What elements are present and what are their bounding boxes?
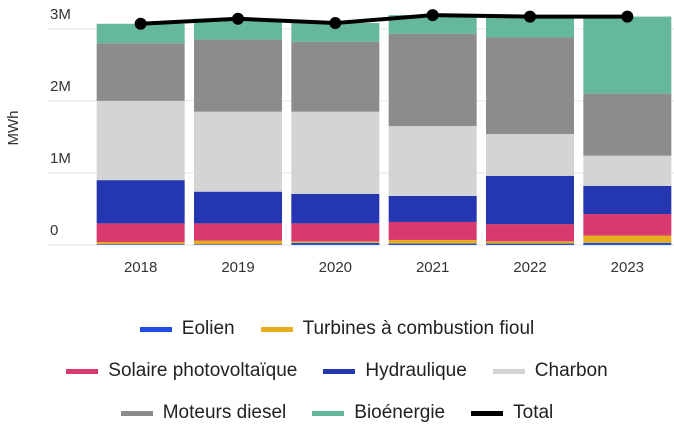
legend-label: Total: [513, 402, 554, 423]
bar-segment: [583, 155, 672, 186]
x-tick-label: 2022: [513, 259, 546, 276]
line-point: [232, 12, 244, 25]
legend-item[interactable]: Turbines à combustion fioul: [260, 318, 535, 340]
bar-segment: [194, 111, 282, 192]
legend-item[interactable]: Bioénergie: [312, 402, 445, 424]
bar-segment: [291, 242, 380, 245]
x-tick-label: 2021: [416, 259, 449, 276]
bar-segment: [96, 242, 185, 245]
x-tick-label: 2018: [124, 259, 157, 276]
bar-segment: [486, 241, 574, 244]
legend-swatch: [120, 410, 153, 416]
bar-segment: [388, 243, 477, 245]
bar-segment: [583, 235, 672, 243]
line-point: [621, 10, 634, 23]
legend-swatch: [492, 368, 525, 374]
bar-segment: [388, 239, 477, 244]
bar-segment: [291, 241, 380, 243]
bar-segment: [388, 126, 477, 196]
bar-segment: [486, 16, 574, 38]
legend-item[interactable]: Total: [471, 402, 553, 424]
y-tick-label: 3M: [50, 6, 71, 23]
bar-segment: [388, 196, 477, 222]
chart: MWh 0 1M 2M 3M 2018 2019 2020 2021 2022 2023: [5, 6, 674, 276]
bar-segment: [388, 221, 477, 240]
legend-swatch: [139, 326, 172, 332]
bar-segment: [486, 243, 574, 245]
bar-segment: [583, 185, 672, 215]
bar-segment: [194, 18, 282, 40]
bar-segment: [486, 37, 574, 135]
x-tick-label: 2023: [611, 259, 644, 276]
bar-segment: [96, 244, 185, 245]
legend-label: Hydraulique: [365, 360, 467, 381]
y-axis-label: MWh: [5, 111, 22, 146]
legend-swatch: [323, 368, 356, 374]
line-point: [134, 17, 147, 30]
bar-segment: [583, 93, 672, 156]
legend-item[interactable]: Charbon: [492, 360, 608, 382]
legend-row: Moteurs diesel Bioénergie Total: [0, 392, 674, 434]
bar-segment: [291, 193, 380, 224]
legend-item[interactable]: Hydraulique: [323, 360, 467, 382]
legend: Eolien Turbines à combustion fioul Solaire…: [0, 308, 674, 434]
bar-segment: [291, 111, 380, 194]
bar-segment: [194, 39, 282, 112]
legend-label: Eolien: [181, 318, 235, 339]
bar-segment: [96, 100, 185, 181]
legend-item[interactable]: Eolien: [139, 318, 235, 340]
y-tick-label: 2M: [50, 78, 71, 95]
bar-segment: [486, 175, 574, 225]
y-tick-label: 1M: [50, 150, 71, 167]
line-point: [329, 17, 342, 30]
legend-label: Moteurs diesel: [162, 402, 287, 423]
legend-item[interactable]: Moteurs diesel: [120, 402, 287, 424]
y-tick-label: 0: [50, 222, 58, 239]
bar-segment: [583, 16, 672, 94]
line: [140, 13, 628, 26]
bar-segment: [96, 23, 185, 44]
bar-segment: [583, 214, 672, 236]
bar-segment: [96, 223, 185, 243]
legend-row: Eolien Turbines à combustion fioul: [0, 308, 674, 350]
bar-segment: [291, 223, 380, 242]
bar-segment: [388, 33, 477, 127]
legend-label: Charbon: [534, 360, 608, 381]
bar-segment: [291, 23, 380, 42]
legend-label: Solaire photovoltaïque: [108, 360, 298, 381]
legend-swatch: [312, 410, 345, 416]
legend-item[interactable]: Solaire photovoltaïque: [66, 360, 297, 382]
legend-swatch: [66, 368, 99, 374]
legend-label: Bioénergie: [354, 402, 446, 423]
bar-segment: [194, 240, 282, 245]
bar-segment: [96, 43, 185, 101]
bar-segment: [388, 15, 477, 34]
bar-segment: [96, 180, 185, 224]
x-tick-label: 2020: [319, 259, 352, 276]
bar-segment: [291, 41, 380, 112]
bar-segment: [194, 191, 282, 224]
legend-swatch: [471, 410, 504, 416]
line-point: [524, 10, 536, 23]
bar-segment: [194, 244, 282, 245]
legend-row: Solaire photovoltaïque Hydraulique Charbon: [0, 350, 674, 392]
bar-segment: [194, 223, 282, 241]
bar-segment: [486, 134, 574, 176]
bar-segment: [486, 224, 574, 242]
legend-label: Turbines à combustion fioul: [302, 318, 535, 339]
bar-segment: [583, 242, 672, 245]
legend-swatch: [260, 326, 293, 332]
x-tick-label: 2019: [221, 259, 254, 276]
line-point: [426, 9, 439, 22]
